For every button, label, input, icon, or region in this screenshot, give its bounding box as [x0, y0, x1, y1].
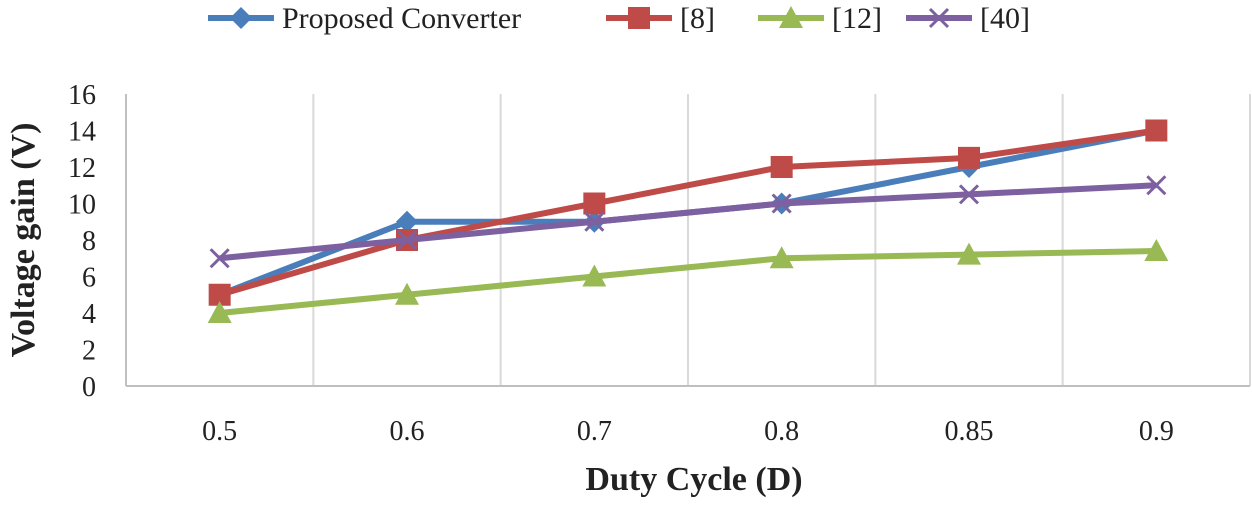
data-point: [958, 146, 980, 169]
data-point: [396, 229, 418, 251]
x-tick-labels: 0.5 0.6 0.7 0.8 0.85 0.9: [202, 416, 1174, 447]
legend: Proposed Converter [8] [12] [40]: [208, 2, 1030, 35]
legend-marker: [628, 7, 650, 29]
legend-label: [40]: [980, 2, 1030, 35]
x-axis-title: Duty Cycle (D): [585, 461, 802, 498]
data-point: [771, 193, 792, 214]
y-tick-labels: 0 2 4 6 8 10 12 14 16: [68, 80, 96, 403]
data-point: [582, 264, 607, 287]
series-3: [207, 238, 1169, 323]
y-tick-label: 6: [82, 263, 96, 294]
legend-entry: [40]: [906, 2, 1030, 35]
data-point: [209, 248, 230, 269]
legend-entry: [12]: [758, 2, 882, 35]
legend-marker: [230, 7, 252, 29]
data-point: [395, 282, 419, 305]
data-point: [769, 246, 794, 269]
x-tick-label: 0.85: [945, 416, 994, 447]
data-point: [583, 192, 606, 215]
data-series: [207, 119, 1169, 323]
legend-entry: Proposed Converter: [208, 2, 521, 35]
y-axis-title: Voltage gain (V): [5, 123, 42, 358]
legend-label: Proposed Converter: [282, 2, 521, 35]
y-tick-label: 10: [68, 190, 96, 221]
y-tick-label: 14: [68, 117, 96, 148]
legend-label: [12]: [832, 2, 882, 35]
data-point: [207, 301, 232, 323]
legend-label: [8]: [680, 2, 715, 35]
x-tick-label: 0.8: [764, 416, 799, 447]
legend-marker: [928, 7, 950, 29]
data-point: [584, 211, 605, 232]
data-point: [958, 184, 980, 205]
axes: [125, 94, 1250, 387]
data-point: [1146, 175, 1167, 196]
y-tick-label: 2: [82, 336, 96, 367]
x-tick-label: 0.7: [577, 416, 612, 447]
y-tick-label: 16: [68, 80, 96, 111]
data-point: [208, 283, 231, 306]
series-4: [209, 175, 1167, 269]
x-tick-label: 0.6: [390, 416, 425, 447]
legend-marker: [779, 6, 803, 28]
series-line: [219, 247, 1157, 316]
series-line: [218, 127, 1157, 298]
series-line: [219, 182, 1157, 262]
x-tick-label: 0.5: [202, 416, 237, 447]
legend-entry: [8]: [606, 2, 715, 35]
data-point: [770, 156, 793, 178]
y-tick-label: 8: [82, 226, 96, 257]
y-tick-label: 0: [82, 372, 96, 403]
y-tick-label: 12: [68, 153, 96, 184]
data-point: [1144, 238, 1169, 261]
y-tick-label: 4: [82, 299, 96, 330]
data-point: [396, 210, 418, 233]
x-tick-label: 0.9: [1139, 416, 1174, 447]
data-point: [1145, 119, 1168, 142]
data-point: [957, 242, 981, 265]
